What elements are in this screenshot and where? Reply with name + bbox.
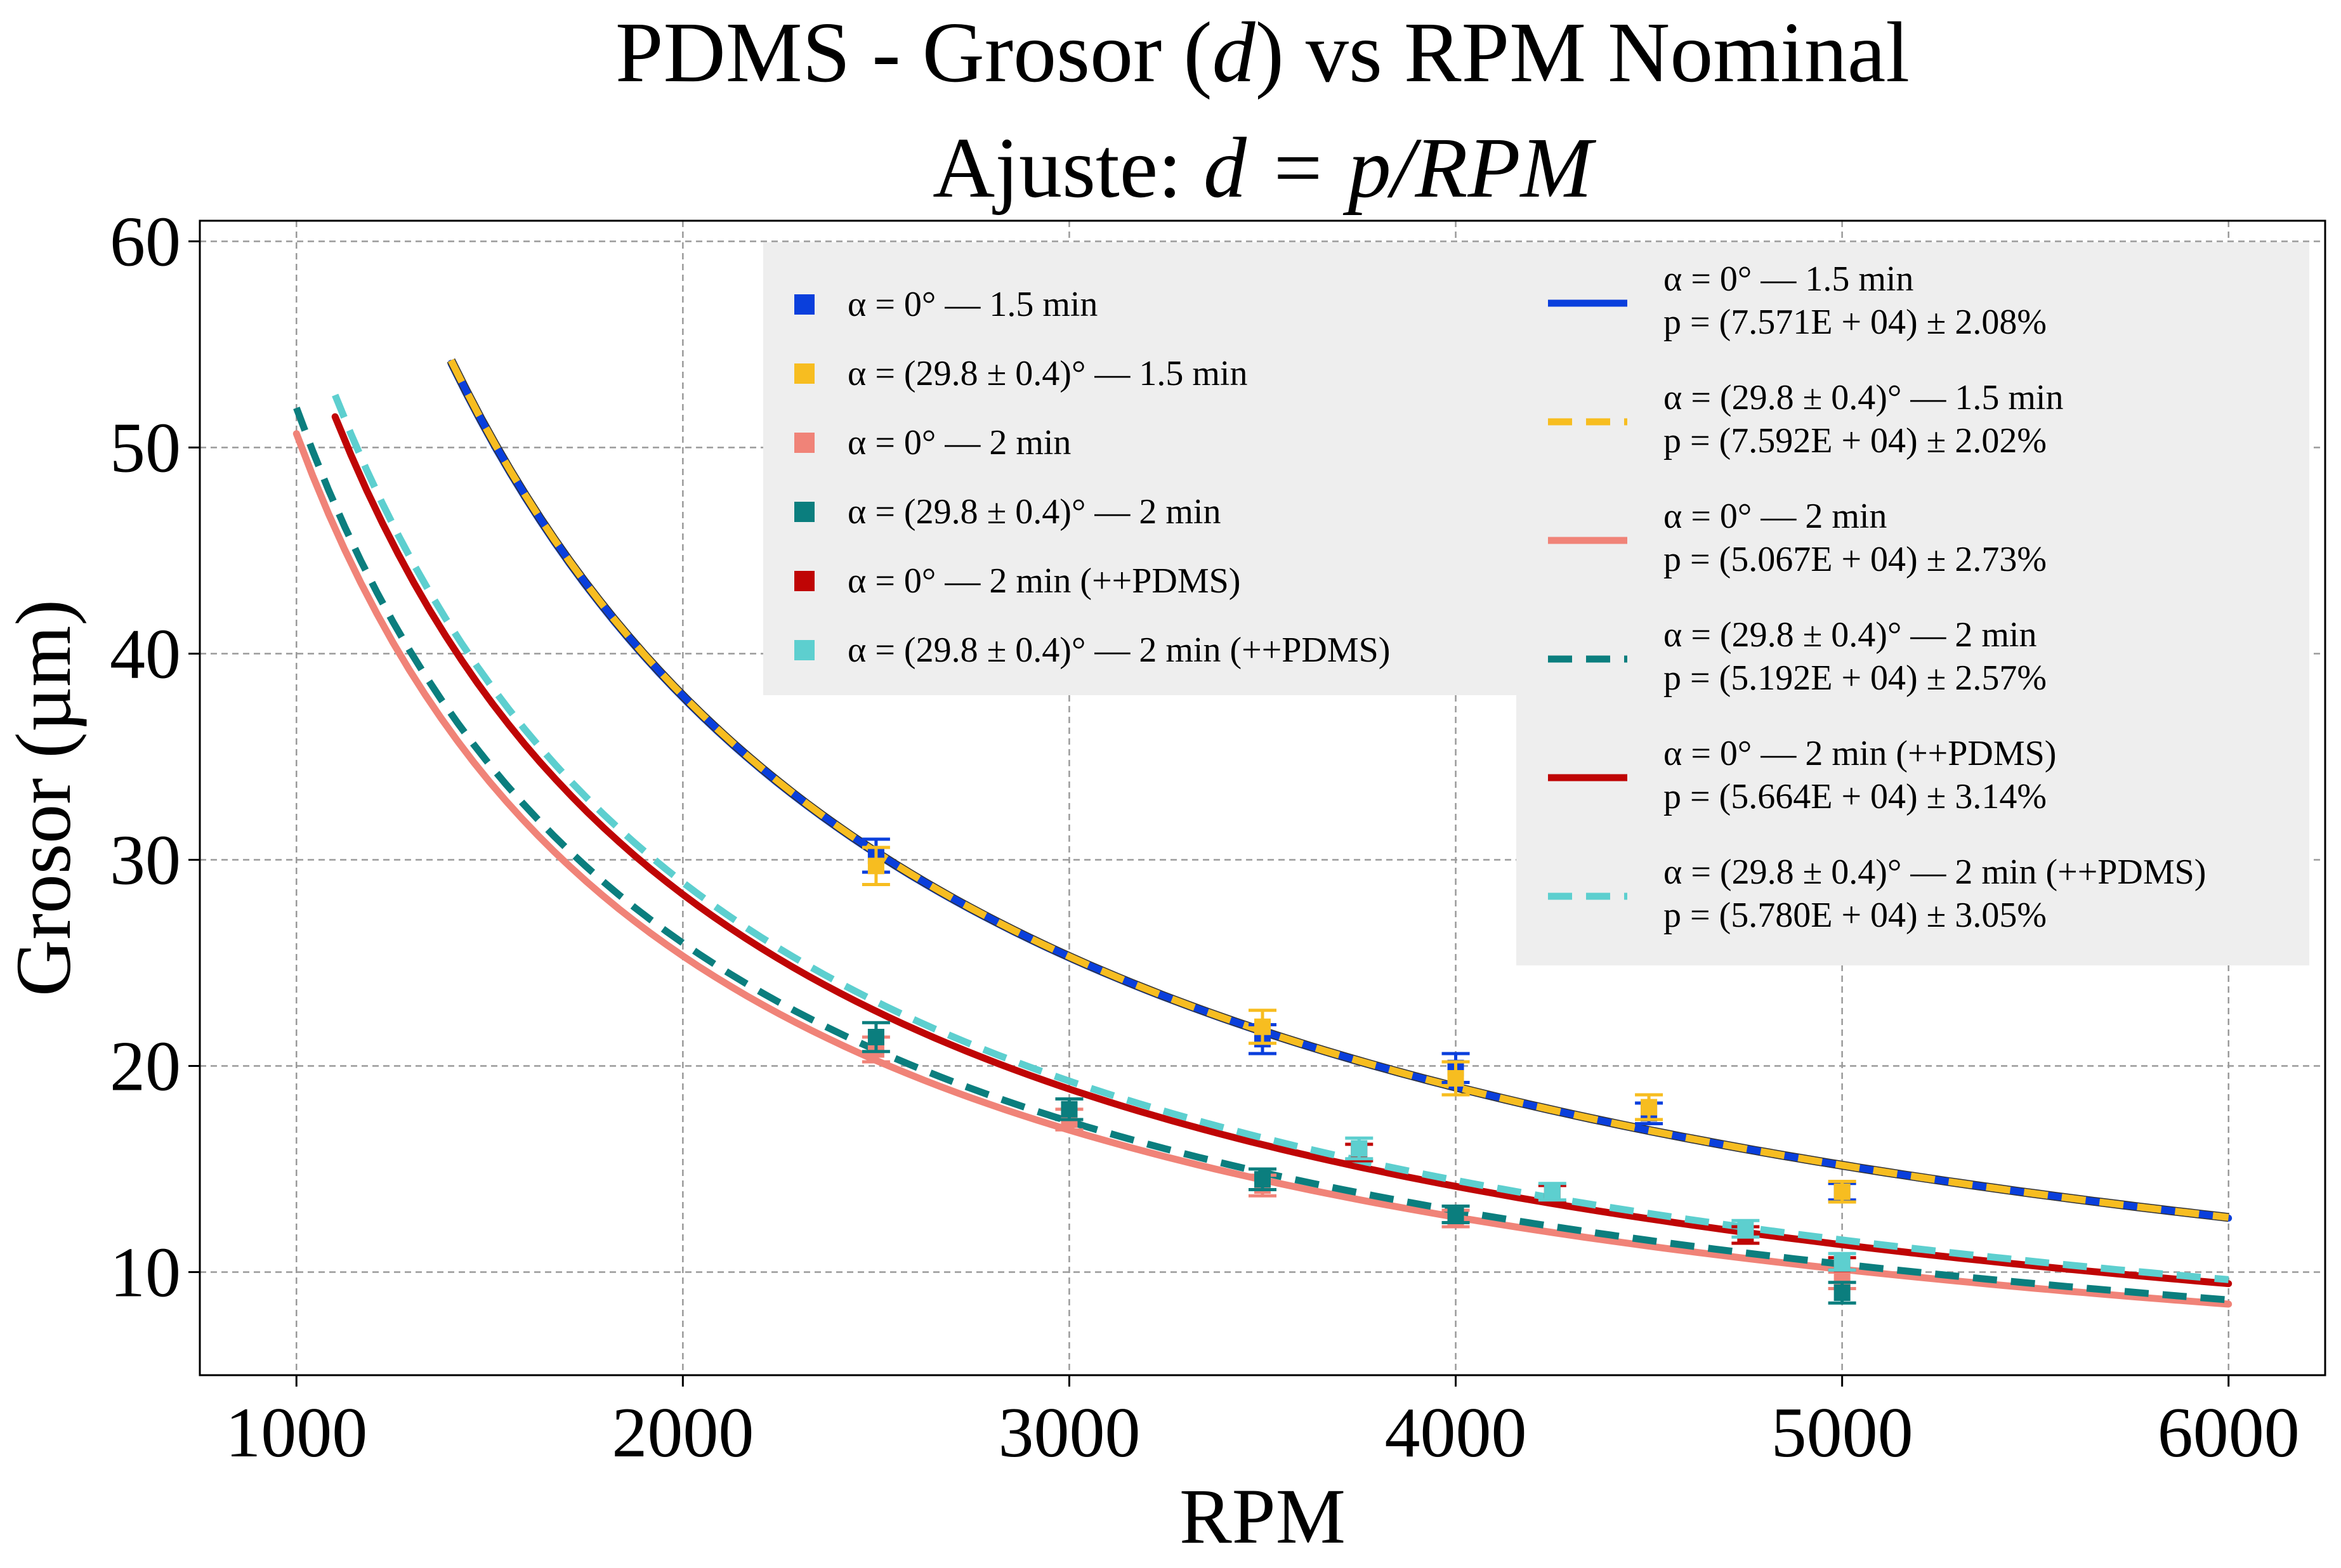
data-point: [1055, 1097, 1084, 1121]
x-axis-label: RPM: [1179, 1473, 1346, 1560]
legend-fit-param: p = (7.592E + 04) ± 2.02%: [1663, 421, 2047, 461]
plot-frame: [199, 219, 2326, 1376]
data-point: [1731, 1218, 1760, 1239]
legend-marker-swatch: [794, 363, 815, 384]
data-point: [862, 1021, 890, 1054]
y-tick-label: 30: [110, 821, 181, 900]
legend-fit-param: p = (5.780E + 04) ± 3.05%: [1663, 896, 2047, 935]
legend-fit-param: p = (7.571E + 04) ± 2.08%: [1663, 303, 2047, 342]
y-tick-label: 60: [110, 203, 181, 282]
x-tick-label: 3000: [998, 1394, 1140, 1472]
data-point: [1538, 1182, 1566, 1202]
data-point: [1345, 1136, 1374, 1161]
legend-marker-label: α = (29.8 ± 0.4)° — 2 min: [848, 492, 1221, 532]
legend-marker-swatch: [794, 502, 815, 522]
data-point: [1441, 1060, 1470, 1097]
legend-fit-label: α = 0° — 2 min: [1663, 497, 1887, 536]
x-tick-label: 6000: [2158, 1394, 2300, 1472]
y-tick-label: 10: [110, 1234, 181, 1312]
legend-fit-param: p = (5.192E + 04) ± 2.57%: [1663, 658, 2047, 698]
legend-fit-label: α = 0° — 2 min (++PDMS): [1663, 734, 2056, 773]
fit-legend: α = 0° — 1.5 min p = (7.571E + 04) ± 2.08…: [1548, 259, 2206, 935]
data-point: [1249, 1009, 1276, 1045]
legend-marker-swatch: [794, 433, 815, 453]
data-point: [1635, 1093, 1663, 1121]
legend-marker-label: α = 0° — 2 min: [848, 423, 1071, 462]
fit-curve-2: [447, 358, 2229, 1221]
x-tick-label: 4000: [1385, 1394, 1527, 1472]
legend-marker-swatch: [794, 640, 815, 660]
legend-fit-param: p = (5.664E + 04) ± 3.14%: [1663, 777, 2047, 816]
legend-marker-label: α = 0° — 1.5 min: [848, 285, 1098, 324]
marker-legend: α = 0° — 1.5 min α = (29.8 ± 0.4)° — 1.5 …: [794, 285, 1390, 670]
fit-legend-box: [1516, 242, 2309, 965]
y-tick-label: 50: [110, 409, 181, 488]
legend-marker-label: α = (29.8 ± 0.4)° — 2 min (++PDMS): [848, 630, 1390, 670]
data-point: [862, 846, 890, 886]
legend-fit-label: α = (29.8 ± 0.4)° — 2 min (++PDMS): [1663, 853, 2206, 892]
fit-curves: [292, 358, 2233, 1308]
chart-title-line2: Ajuste: d = p/RPM: [933, 121, 1597, 216]
legend-marker-swatch: [794, 294, 815, 315]
x-tick-label: 1000: [225, 1394, 367, 1472]
data-point: [1828, 1180, 1856, 1204]
fit-curve-6: [332, 393, 2229, 1283]
marker-legend-box: [763, 242, 1518, 695]
legend-fit-label: α = (29.8 ± 0.4)° — 2 min: [1663, 615, 2036, 655]
data-point: [1828, 1281, 1856, 1305]
data-points: [862, 837, 1856, 1305]
data-point: [1249, 1167, 1276, 1191]
legend-marker-label: α = (29.8 ± 0.4)° — 1.5 min: [848, 354, 1247, 393]
legend-fit-label: α = (29.8 ± 0.4)° — 1.5 min: [1663, 378, 2063, 417]
y-tick-label: 40: [110, 615, 181, 694]
x-tick-label: 5000: [1771, 1394, 1913, 1472]
data-point: [1828, 1251, 1856, 1272]
legend-fit-label: α = 0° — 1.5 min: [1663, 259, 1913, 299]
fit-curve-5: [331, 413, 2233, 1288]
legend-marker-label: α = 0° — 2 min (++PDMS): [848, 561, 1240, 601]
data-point: [1441, 1205, 1470, 1224]
axis-ticks: 1000 2000 3000 4000 5000 6000 10 20 30 40 50 60: [110, 203, 2300, 1473]
chart-title-line1: PDMS - Grosor (d) vs RPM Nominal: [615, 5, 1910, 100]
x-tick-label: 2000: [612, 1394, 754, 1472]
legend-marker-swatch: [794, 571, 815, 591]
y-tick-label: 20: [110, 1028, 181, 1106]
legend-fit-param: p = (5.067E + 04) ± 2.73%: [1663, 540, 2047, 579]
y-axis-label: Grosor (µm): [0, 599, 87, 996]
